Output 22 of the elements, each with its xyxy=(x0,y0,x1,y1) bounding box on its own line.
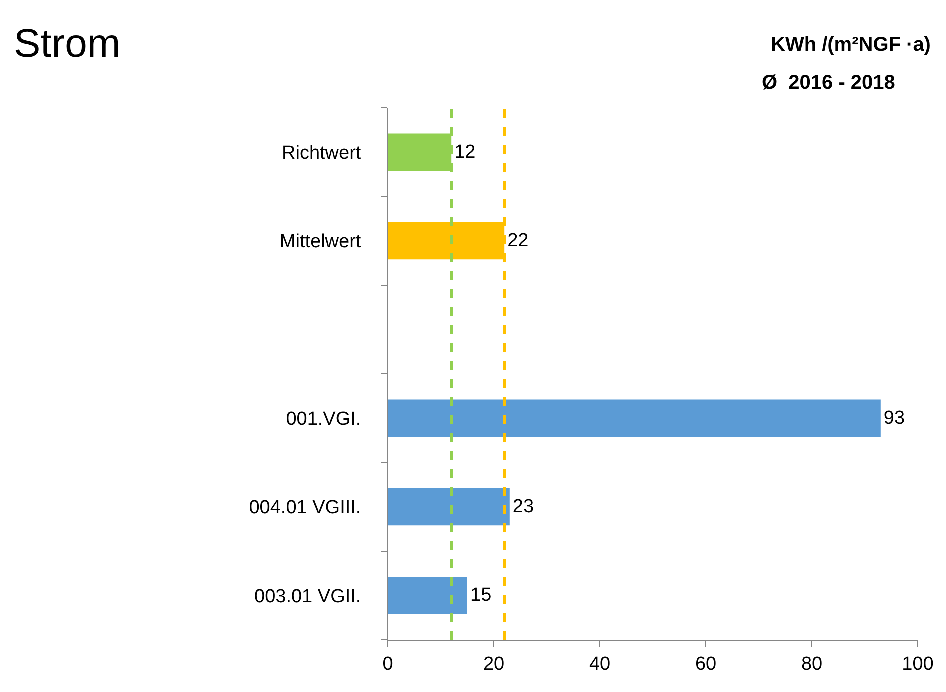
text: Strom xyxy=(14,22,121,66)
data-label: 23 xyxy=(512,496,534,518)
bar xyxy=(388,488,510,526)
y-tick-label: Mittelwert xyxy=(280,232,362,253)
x-tick-label: 20 xyxy=(483,654,505,675)
data-label: 15 xyxy=(470,585,492,606)
bar xyxy=(388,400,881,437)
x-tick-label: 80 xyxy=(801,654,823,675)
y-tick-label: 004.01 VGIII. xyxy=(249,498,362,519)
y-tick-label: 003.01 VGII. xyxy=(254,586,362,608)
text: Ø 2016 - 2018 xyxy=(762,72,896,94)
data-label: 22 xyxy=(508,230,529,252)
x-tick-label: 40 xyxy=(589,654,611,675)
chart-subtitle: KWh /(m²NGF ·a) xyxy=(771,34,931,56)
x-tick-label: 0 xyxy=(382,654,394,675)
data-label: 93 xyxy=(884,408,906,429)
bar xyxy=(388,577,468,614)
x-tick-label: 60 xyxy=(695,654,717,675)
y-tick-label: Richtwert xyxy=(282,142,362,164)
y-tick-label: 001.VGI. xyxy=(286,408,362,430)
x-tick-label: 100 xyxy=(902,654,934,675)
data-label: 12 xyxy=(454,142,476,163)
